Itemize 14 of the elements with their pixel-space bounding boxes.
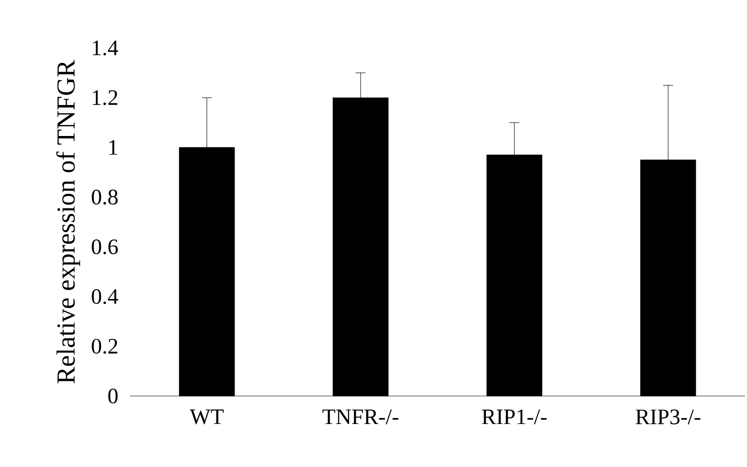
x-tick-label: TNFR-/-: [322, 410, 398, 424]
y-tick-label: 0.2: [92, 338, 118, 354]
y-tick-label: 0.4: [92, 289, 118, 304]
y-tick-label: 0.6: [92, 239, 118, 254]
y-tick-label: 0: [108, 388, 118, 404]
x-tick-label: RIP3-/-: [636, 410, 700, 424]
y-tick-label: 1.4: [92, 40, 118, 56]
y-tick-label: 0.8: [92, 190, 118, 205]
y-tick-label: 1: [109, 140, 118, 155]
x-tick-label: RIP1-/-: [482, 410, 547, 424]
x-tick-label: WT: [190, 410, 224, 424]
y-axis-title: Relative expression of TNFGR: [56, 60, 80, 384]
y-tick-label: 1.2: [92, 90, 118, 106]
bar: [332, 98, 389, 396]
